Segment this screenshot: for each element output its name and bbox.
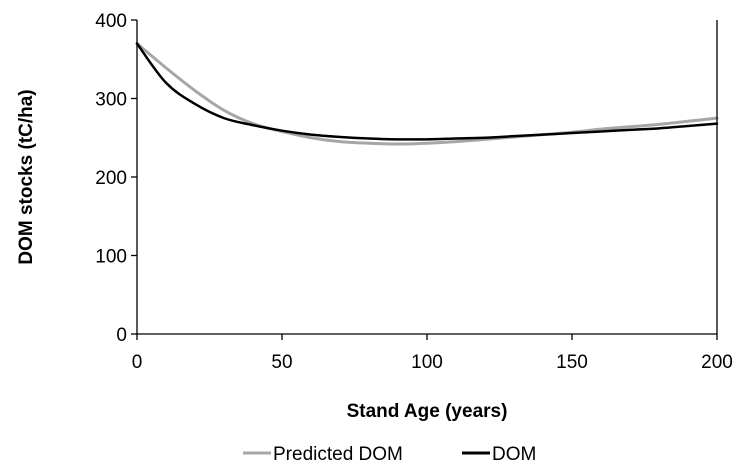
y-tick-label: 0: [116, 325, 127, 346]
x-tick-label: 0: [132, 352, 143, 373]
y-axis-title: DOM stocks (tC/ha): [16, 89, 37, 264]
y-tick-label: 100: [95, 247, 127, 268]
series-line-predicted-dom: [135, 42, 719, 146]
y-tick-label: 200: [95, 168, 127, 189]
x-tick-label: 200: [701, 352, 733, 373]
x-tick-label: 50: [271, 352, 292, 373]
plot-layer: [135, 42, 719, 146]
x-axis-title: Stand Age (years): [347, 401, 508, 422]
y-tick-label: 300: [95, 90, 127, 111]
axes: 0 100 200 300 400 0 50 100 150 200: [95, 11, 733, 373]
x-tick-label: 100: [411, 352, 443, 373]
series-line-dom: [135, 42, 719, 141]
y-tick-label: 400: [95, 11, 127, 32]
legend-label: DOM: [492, 444, 536, 465]
legend: Predicted DOM DOM: [243, 444, 536, 465]
legend-label: Predicted DOM: [273, 444, 403, 465]
x-tick-label: 150: [556, 352, 588, 373]
